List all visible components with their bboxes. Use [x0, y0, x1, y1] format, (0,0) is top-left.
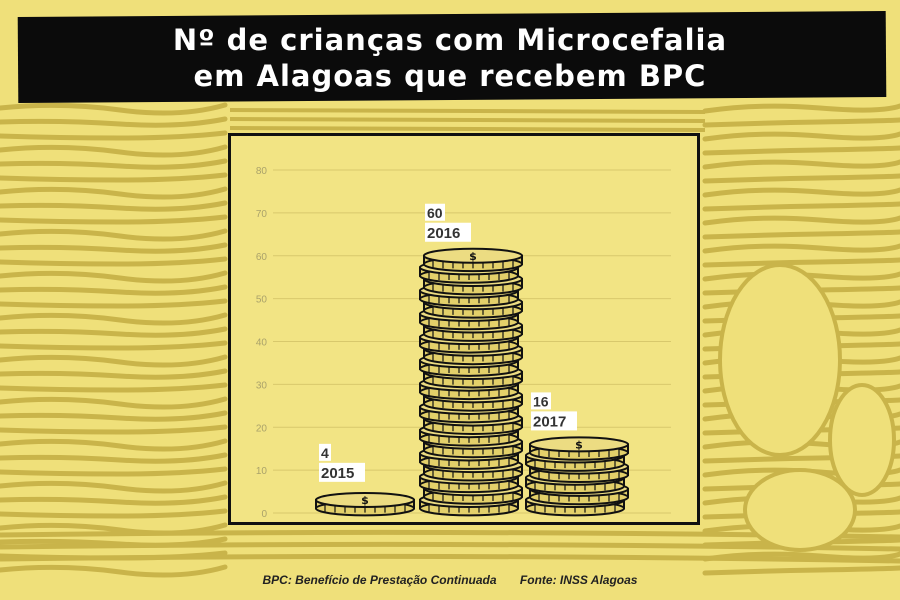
- y-tick-label: 60: [256, 252, 268, 263]
- y-tick-label: 40: [256, 338, 268, 349]
- y-tick-label: 20: [256, 423, 268, 434]
- y-tick-label: 50: [256, 295, 268, 306]
- category-label-bg: [531, 411, 577, 431]
- value-label-bg: [425, 203, 445, 221]
- cactus-illustration: [718, 263, 896, 552]
- category-label-bg: [425, 222, 471, 242]
- chart-panel: 0 10 20 30 40 50 60 70 80 $4 2015 $60 2016 $16 2017: [228, 133, 700, 525]
- category-label: 2015: [321, 465, 354, 482]
- coin-stack-2016: $60 2016: [419, 203, 523, 517]
- category-label: 2016: [427, 225, 460, 242]
- y-tick-label: 10: [256, 466, 268, 477]
- title-line-1: Nº de crianças com Microcefalia: [172, 23, 728, 57]
- footer-note: BPC: Benefício de Prestação Continuada: [262, 573, 497, 587]
- coin-chart: 0 10 20 30 40 50 60 70 80 $4 2015 $60 2016 $16 2017: [256, 166, 671, 520]
- y-tick-label: 80: [256, 166, 268, 177]
- svg-text:$: $: [361, 494, 369, 507]
- background-lines: [0, 102, 900, 578]
- value-label-bg: [319, 443, 331, 461]
- title-line-2: em Alagoas que recebem BPC: [193, 59, 707, 93]
- value-label: 4: [321, 445, 329, 461]
- footer: BPC: Benefício de Prestação Continuada F…: [0, 573, 900, 587]
- svg-text:$: $: [575, 438, 583, 451]
- category-label-bg: [319, 462, 365, 482]
- y-tick-label: 30: [256, 380, 268, 391]
- value-label: 16: [533, 393, 549, 409]
- value-label: 60: [427, 205, 443, 221]
- coin-stack-2017: $16 2017: [525, 392, 629, 517]
- y-tick-label: 70: [256, 209, 268, 220]
- footer-source: Fonte: INSS Alagoas: [519, 573, 638, 587]
- value-label-bg: [531, 392, 551, 410]
- category-label: 2017: [533, 413, 566, 430]
- y-tick-label: 0: [261, 509, 267, 520]
- svg-text:$: $: [469, 250, 477, 263]
- chart-title: Nº de crianças com Microcefalia em Alago…: [0, 22, 900, 94]
- coin-stack-2015: $4 2015: [315, 443, 415, 517]
